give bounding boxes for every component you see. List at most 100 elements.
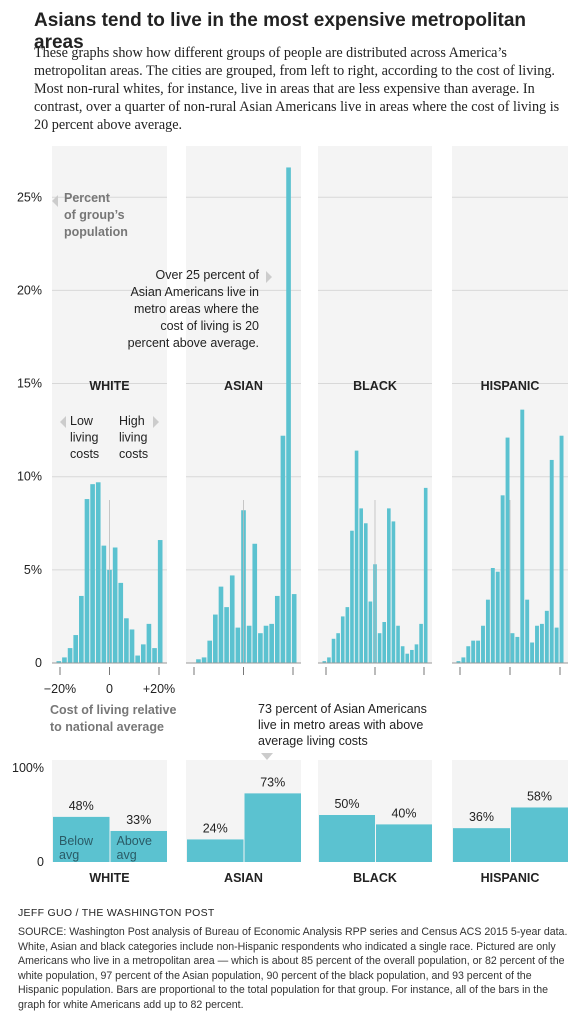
histogram-bar xyxy=(84,499,90,663)
histogram-bar xyxy=(544,610,549,663)
histogram-bar xyxy=(67,648,73,663)
histogram-bar xyxy=(359,508,363,663)
credit-line: JEFF GUO / THE WASHINGTON POST xyxy=(18,907,215,919)
high-cost-label: High xyxy=(119,414,145,428)
histogram-bar xyxy=(101,545,107,663)
histogram-bar xyxy=(510,633,515,663)
summary-y-tick-label: 0 xyxy=(37,855,44,869)
histogram-bar xyxy=(112,547,118,663)
histogram-bar xyxy=(286,167,291,664)
y-tick-label: 20% xyxy=(17,283,42,297)
histogram-bar xyxy=(322,661,327,663)
histogram-bar xyxy=(201,657,207,663)
y-tick-label: 15% xyxy=(17,377,42,391)
histogram-bar xyxy=(410,649,414,663)
high-cost-label: living xyxy=(119,431,148,445)
low-cost-label: costs xyxy=(70,447,99,461)
summary-bar xyxy=(376,824,432,862)
y-tick-label: 10% xyxy=(17,470,42,484)
histogram-bar xyxy=(207,640,213,663)
summary-category-label: Below xyxy=(59,834,94,848)
histogram-bar xyxy=(490,567,495,663)
histogram-bar xyxy=(157,540,163,663)
x-axis-label: Cost of living relative xyxy=(50,703,176,717)
page-title: Asians tend to live in the most expensiv… xyxy=(34,10,526,53)
low-cost-label: living xyxy=(70,431,99,445)
y-tick-label: 25% xyxy=(17,190,42,204)
histogram-bar xyxy=(515,636,520,663)
histogram-bar xyxy=(525,599,530,663)
histogram-bar xyxy=(500,495,505,663)
summary-annotation: average living costs xyxy=(258,734,368,748)
histogram-bar xyxy=(146,623,152,663)
histogram-bar xyxy=(340,616,345,663)
histogram-bar xyxy=(354,450,359,663)
low-cost-label: Low xyxy=(70,414,94,428)
histogram-bar xyxy=(129,629,135,663)
summary-panel-title: BLACK xyxy=(353,871,397,885)
histogram-bar xyxy=(382,622,387,663)
asian-callout: Over 25 percent of xyxy=(155,268,259,282)
y-tick-label: 5% xyxy=(24,563,42,577)
summary-bar xyxy=(187,839,244,862)
summary-category-label: avg xyxy=(117,848,137,862)
right-arrow-icon xyxy=(153,416,159,428)
high-cost-label: costs xyxy=(119,447,148,461)
summary-value-label: 36% xyxy=(469,810,494,824)
histogram-bar xyxy=(218,586,224,663)
summary-annotation: live in metro areas with above xyxy=(258,718,423,732)
histogram-bar xyxy=(95,482,101,663)
summary-value-label: 48% xyxy=(69,799,94,813)
histogram-bar xyxy=(423,487,428,663)
histogram-bar xyxy=(252,543,258,663)
source-note: SOURCE: Washington Post analysis of Bure… xyxy=(18,926,568,1011)
histogram-bar xyxy=(405,653,410,663)
histogram-bar xyxy=(414,644,419,663)
histogram-bar xyxy=(56,661,62,663)
x-tick-label: +20% xyxy=(143,682,175,696)
histogram-bar xyxy=(263,625,269,663)
y-axis-annotation: Percent xyxy=(64,191,111,205)
x-axis-label: to national average xyxy=(50,720,164,734)
histogram-bar xyxy=(350,530,354,663)
histogram-bar xyxy=(461,657,466,663)
histogram-bar xyxy=(559,435,564,663)
summary-category-label: Above xyxy=(117,834,152,848)
histogram-bar xyxy=(124,618,129,663)
histogram-bar xyxy=(368,601,373,663)
x-tick-label: −20% xyxy=(44,682,76,696)
histogram-bar xyxy=(530,642,535,663)
summary-bar xyxy=(53,816,110,862)
panel-title: HISPANIC xyxy=(481,379,540,393)
histogram-bar xyxy=(280,435,286,663)
asian-callout: metro areas where the xyxy=(134,302,259,316)
histogram-bar xyxy=(466,646,471,663)
summary-annotation: 73 percent of Asian Americans xyxy=(258,702,427,716)
histogram-bar xyxy=(196,659,201,663)
histogram-bar xyxy=(152,648,157,663)
histogram-bar xyxy=(377,633,382,663)
histogram-bar xyxy=(224,607,229,663)
asian-callout: percent above average. xyxy=(128,336,259,350)
histogram-bar xyxy=(336,633,340,663)
histogram-bar xyxy=(539,623,544,663)
panel-title: ASIAN xyxy=(224,379,263,393)
summary-bar xyxy=(453,828,510,862)
summary-value-label: 50% xyxy=(334,797,359,811)
asian-callout: cost of living is 20 xyxy=(160,319,259,333)
panel-title: BLACK xyxy=(353,379,397,393)
histogram-bar xyxy=(549,459,554,663)
summary-y-tick-label: 100% xyxy=(12,761,44,775)
histogram-bar xyxy=(520,409,525,663)
right-arrow-icon xyxy=(266,271,272,283)
histogram-bar xyxy=(456,661,461,663)
summary-value-label: 73% xyxy=(260,775,285,789)
histogram-bar xyxy=(485,599,490,663)
histogram-bar xyxy=(391,521,396,663)
histogram-bar xyxy=(535,625,539,663)
summary-panel-title: ASIAN xyxy=(224,871,263,885)
histogram-bar xyxy=(331,638,336,663)
histogram-bar xyxy=(213,614,218,663)
summary-value-label: 24% xyxy=(203,821,228,835)
